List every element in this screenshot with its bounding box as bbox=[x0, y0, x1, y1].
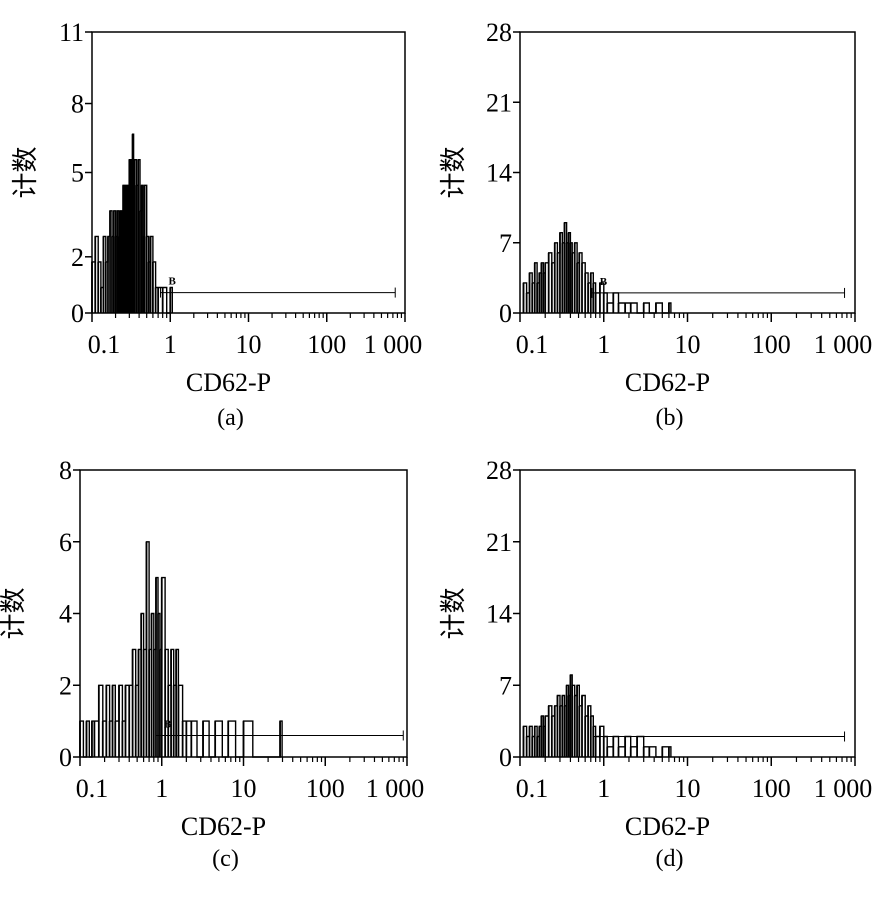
x-tick-label: 1 000 bbox=[366, 774, 425, 803]
x-tick-label: 1 bbox=[155, 774, 168, 803]
panel-caption: (d) bbox=[656, 846, 684, 872]
y-axis-label: 计数 bbox=[439, 587, 468, 639]
gate-label: B bbox=[600, 276, 608, 288]
y-axis-label: 计数 bbox=[439, 146, 468, 198]
y-tick-label: 28 bbox=[486, 18, 512, 47]
x-tick-label: 10 bbox=[231, 774, 257, 803]
x-tick-label: 1 000 bbox=[814, 774, 873, 803]
x-tick-label: 0.1 bbox=[516, 774, 549, 803]
y-tick-label: 0 bbox=[499, 299, 512, 328]
panel-caption: (b) bbox=[656, 405, 684, 431]
chart-panel-2: 0 2 4 6 8 0.1 1 10 100 1 000 CD62-P 计数 B (c) bbox=[0, 456, 424, 872]
x-tick-label: 0.1 bbox=[516, 330, 549, 359]
y-tick-label: 7 bbox=[499, 671, 512, 700]
gate-label: B bbox=[168, 276, 176, 288]
y-tick-label: 28 bbox=[486, 456, 512, 485]
y-tick-label: 11 bbox=[59, 18, 84, 47]
x-axis-label: CD62-P bbox=[186, 368, 271, 397]
x-tick-label: 100 bbox=[752, 330, 791, 359]
y-tick-label: 21 bbox=[486, 88, 512, 117]
y-tick-label: 14 bbox=[486, 159, 512, 188]
y-tick-label: 4 bbox=[59, 600, 72, 629]
y-tick-label: 2 bbox=[59, 671, 72, 700]
panel-caption: (c) bbox=[212, 846, 239, 872]
x-tick-label: 100 bbox=[307, 330, 346, 359]
x-tick-label: 1 000 bbox=[814, 330, 873, 359]
y-tick-label: 2 bbox=[71, 243, 84, 272]
y-tick-label: 21 bbox=[486, 528, 512, 557]
x-tick-label: 10 bbox=[675, 330, 701, 359]
chart-panel-1: 0 7 14 21 28 0.1 1 10 100 1 000 CD62-P 计数 B (b) bbox=[439, 18, 872, 431]
gate-label: B bbox=[164, 718, 172, 730]
y-axis-label: 计数 bbox=[11, 146, 40, 198]
y-tick-label: 0 bbox=[71, 299, 84, 328]
x-tick-label: 100 bbox=[752, 774, 791, 803]
chart-panel-3: 0 7 14 21 28 0.1 1 10 100 1 000 CD62-P 计数 (d) bbox=[439, 456, 872, 872]
x-axis-label: CD62-P bbox=[181, 812, 266, 841]
y-tick-label: 0 bbox=[59, 743, 72, 772]
panel-caption: (a) bbox=[217, 405, 244, 431]
x-tick-label: 0.1 bbox=[88, 330, 121, 359]
y-axis-label: 计数 bbox=[0, 587, 28, 639]
y-tick-label: 7 bbox=[499, 229, 512, 258]
x-tick-label: 10 bbox=[675, 774, 701, 803]
x-tick-label: 10 bbox=[236, 330, 262, 359]
x-tick-label: 1 bbox=[597, 774, 610, 803]
y-tick-label: 6 bbox=[59, 528, 72, 557]
x-tick-label: 1 bbox=[164, 330, 177, 359]
y-tick-label: 14 bbox=[486, 600, 512, 629]
y-tick-label: 5 bbox=[71, 159, 84, 188]
x-tick-label: 0.1 bbox=[76, 774, 109, 803]
x-tick-label: 1 bbox=[597, 330, 610, 359]
x-tick-label: 100 bbox=[306, 774, 345, 803]
x-axis-label: CD62-P bbox=[625, 368, 710, 397]
x-tick-label: 1 000 bbox=[364, 330, 423, 359]
y-tick-label: 8 bbox=[59, 456, 72, 485]
x-axis-label: CD62-P bbox=[625, 812, 710, 841]
y-tick-label: 8 bbox=[71, 90, 84, 119]
chart-panel-0: 0 2 5 8 11 0.1 1 10 100 1 000 CD62-P 计数 B (a) bbox=[11, 18, 422, 431]
y-tick-label: 0 bbox=[499, 743, 512, 772]
